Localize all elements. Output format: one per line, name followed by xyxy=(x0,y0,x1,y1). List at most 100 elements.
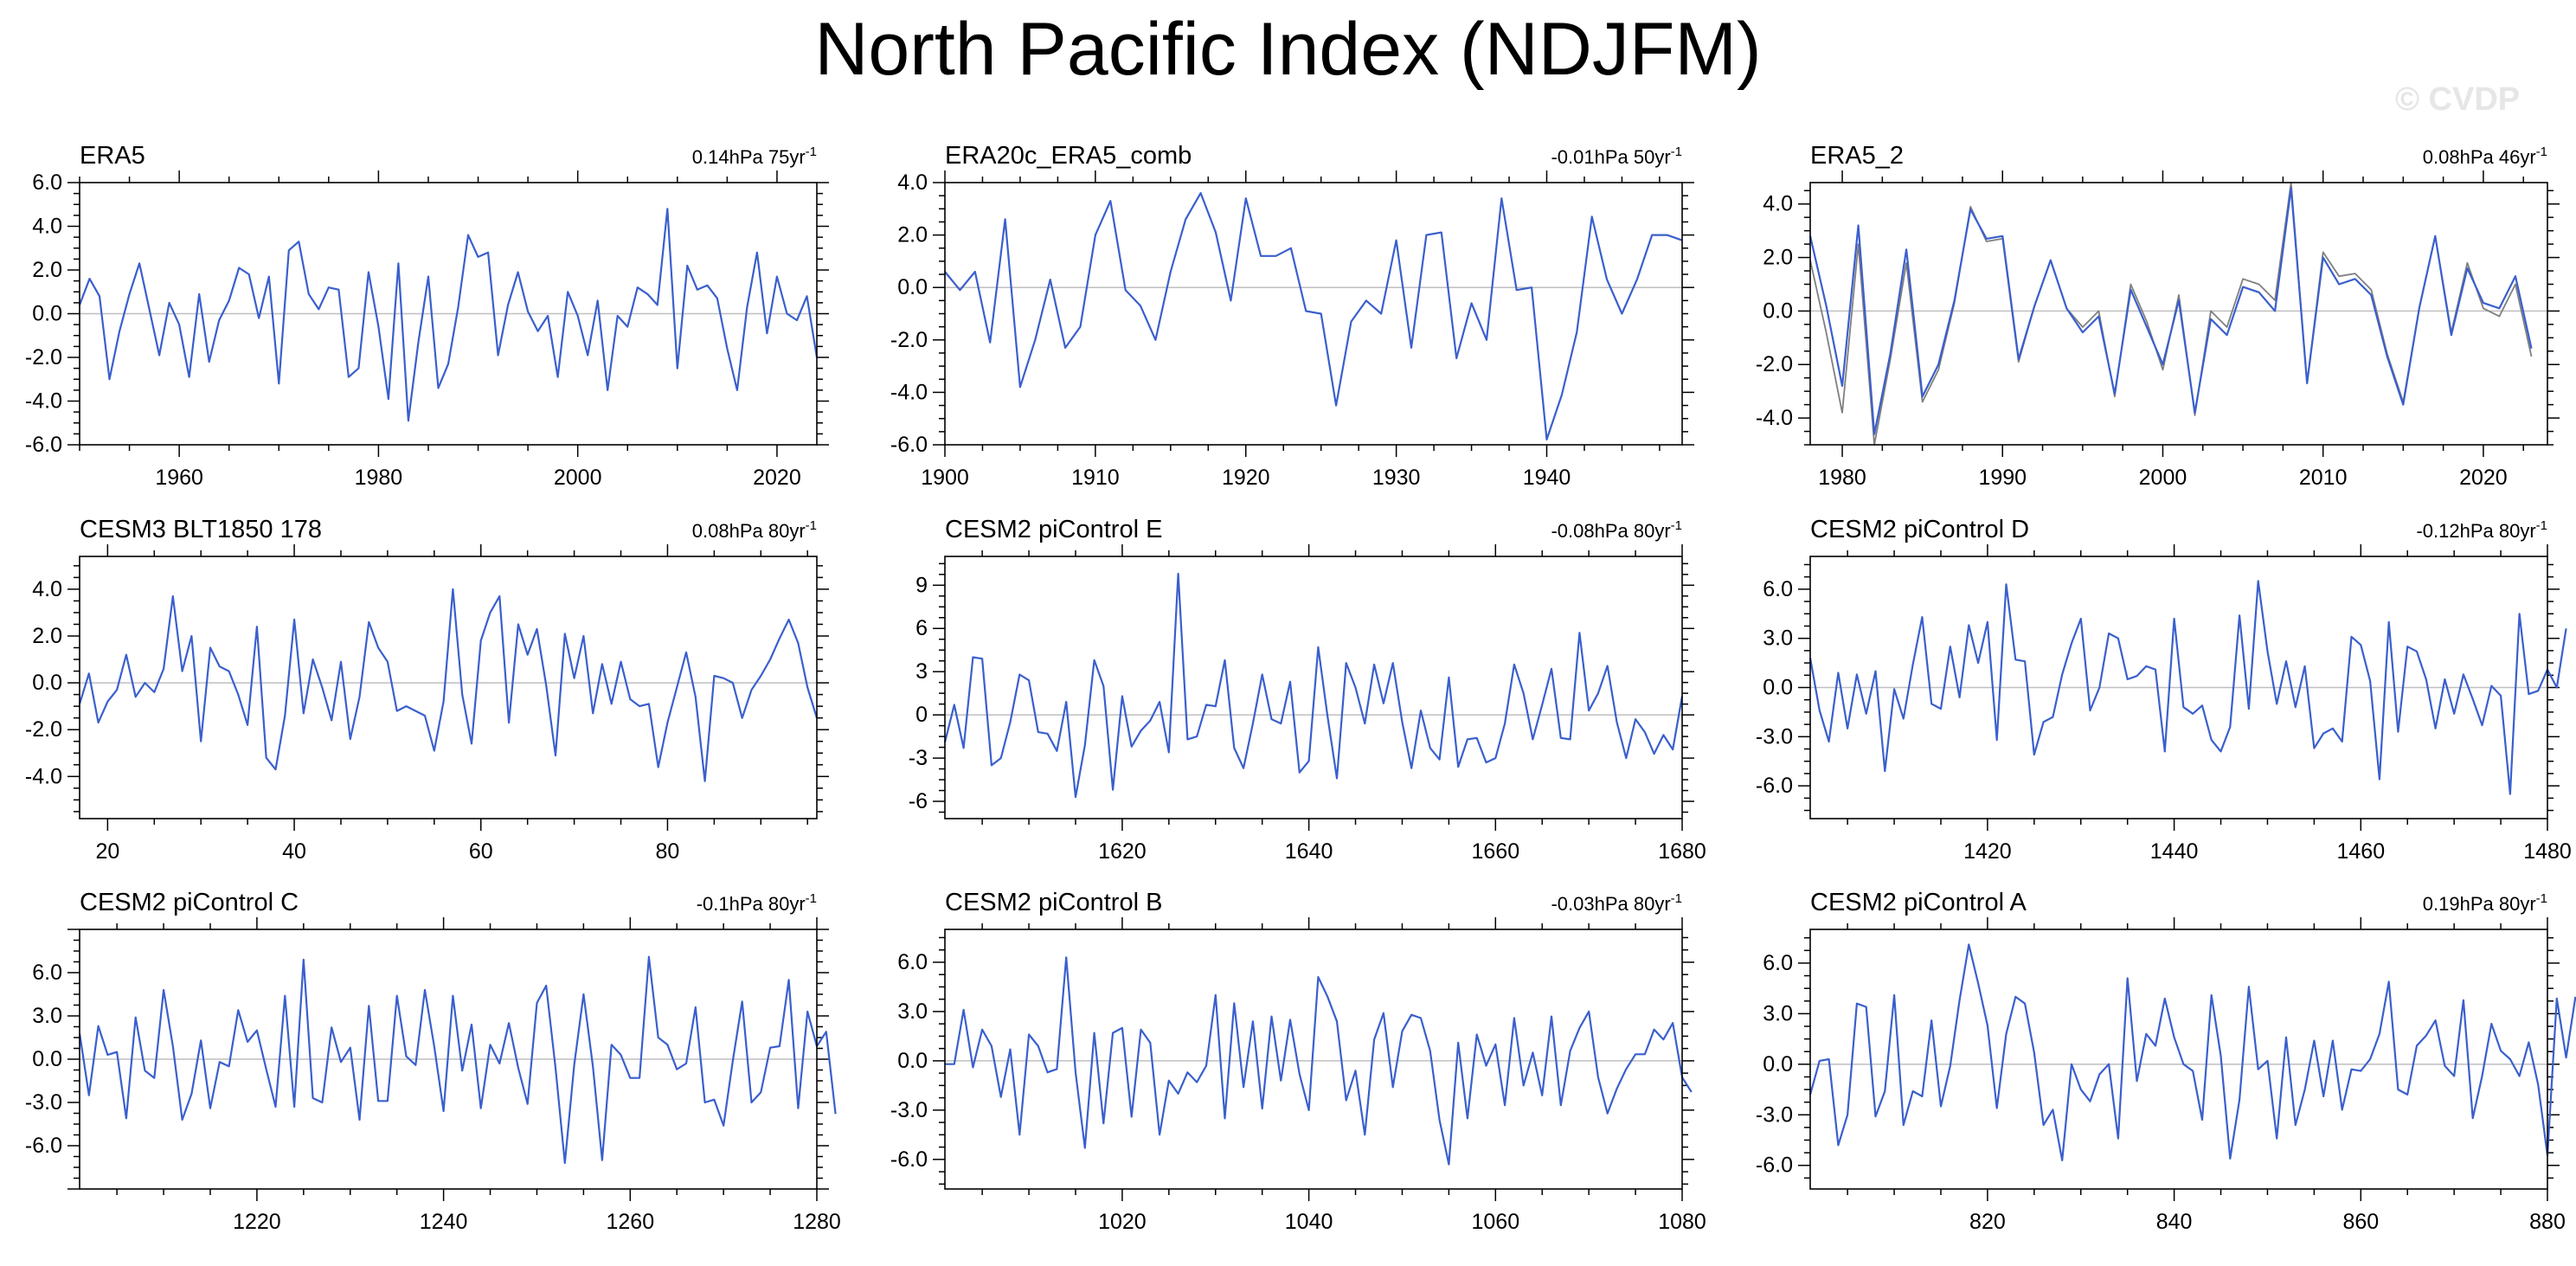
x-tick-label: 880 xyxy=(2529,1210,2566,1234)
series-line-1 xyxy=(78,588,819,782)
x-tick-label: 1990 xyxy=(1978,466,2027,490)
x-tick-label: 1980 xyxy=(355,466,403,490)
y-tick-label: -2.0 xyxy=(890,328,928,352)
y-tick-label: 3.0 xyxy=(1763,1001,1793,1025)
x-tick-label: 1910 xyxy=(1071,466,1120,490)
chart-panel-6: CESM2 piControl D -0.12hPa 80yr-1 6.0 3.0 0.… xyxy=(1756,516,2572,864)
plot-frame xyxy=(79,182,818,446)
x-tick-label: 1220 xyxy=(233,1210,281,1234)
panel-title: CESM2 piControl C xyxy=(80,889,299,916)
trend-annotation: 0.08hPa 46yr-1 xyxy=(2423,145,2547,168)
trend-exponent: -1 xyxy=(1671,518,1682,533)
y-tick-label: 0.0 xyxy=(32,302,62,326)
cvdp-watermark: © CVDP xyxy=(2395,81,2521,118)
trend-value: -0.03hPa 80yr xyxy=(1551,893,1670,915)
y-tick-label: 4.0 xyxy=(32,215,62,239)
y-tick-label: -4.0 xyxy=(25,389,62,414)
x-tick-label: 1240 xyxy=(420,1210,468,1234)
x-tick-label: 1660 xyxy=(1471,839,1519,864)
series-line-1 xyxy=(943,572,1684,799)
x-tick-label: 40 xyxy=(282,839,306,864)
plot-frame xyxy=(944,929,1683,1190)
trend-exponent: -1 xyxy=(2536,145,2547,159)
chart-panel-4: CESM3 BLT1850 178 0.08hPa 80yr-1 4.0 2.0 0.0… xyxy=(25,516,829,864)
y-tick-label: -6.0 xyxy=(25,433,62,457)
x-tick-label: 80 xyxy=(656,839,680,864)
trend-exponent: -1 xyxy=(2536,891,2547,906)
panel-title: CESM2 piControl E xyxy=(945,516,1162,543)
trend-annotation: 0.08hPa 80yr-1 xyxy=(692,518,817,542)
x-tick-label: 60 xyxy=(469,839,493,864)
trend-annotation: -0.01hPa 50yr-1 xyxy=(1551,145,1682,168)
plot-frame xyxy=(79,556,818,819)
y-tick-label: 9 xyxy=(915,573,928,597)
y-tick-label: 6.0 xyxy=(1763,951,1793,975)
y-tick-label: -4.0 xyxy=(25,764,62,788)
series-line-2 xyxy=(1809,182,2533,446)
x-tick-label: 1920 xyxy=(1222,466,1270,490)
series-line-1 xyxy=(78,955,837,1165)
y-tick-label: -6.0 xyxy=(1756,1154,1793,1178)
x-tick-label: 1060 xyxy=(1471,1210,1519,1234)
x-tick-label: 1930 xyxy=(1372,466,1421,490)
y-tick-label: 3 xyxy=(915,659,928,684)
x-tick-label: 2020 xyxy=(753,466,801,490)
y-tick-label: -2.0 xyxy=(25,717,62,742)
series-line-1 xyxy=(78,208,819,422)
trend-value: -0.08hPa 80yr xyxy=(1551,520,1670,542)
plot-frame xyxy=(944,182,1683,446)
x-tick-label: 1620 xyxy=(1098,839,1147,864)
y-tick-label: 0.0 xyxy=(1763,676,1793,700)
plot-frame xyxy=(79,929,818,1190)
trend-value: -0.1hPa 80yr xyxy=(697,893,806,915)
series-line-1 xyxy=(1808,943,2576,1162)
x-tick-label: 1080 xyxy=(1658,1210,1706,1234)
y-tick-label: 4.0 xyxy=(897,170,928,195)
x-tick-label: 840 xyxy=(2156,1210,2193,1234)
y-tick-label: -4.0 xyxy=(890,380,928,404)
y-tick-label: 0.0 xyxy=(897,275,928,299)
panel-title: CESM3 BLT1850 178 xyxy=(80,516,322,543)
y-tick-label: 3.0 xyxy=(1763,627,1793,651)
y-tick-label: -6.0 xyxy=(890,1147,928,1172)
y-tick-label: -6.0 xyxy=(1756,774,1793,798)
trend-value: 0.14hPa 75yr xyxy=(692,146,806,168)
y-tick-label: -3.0 xyxy=(25,1090,62,1115)
trend-value: -0.01hPa 50yr xyxy=(1551,146,1670,168)
trend-exponent: -1 xyxy=(1671,891,1682,906)
trend-value: 0.08hPa 80yr xyxy=(692,520,806,542)
x-tick-label: 1640 xyxy=(1285,839,1333,864)
panel-title: ERA20c_ERA5_comb xyxy=(945,142,1192,170)
x-tick-label: 820 xyxy=(1969,1210,2006,1234)
trend-value: -0.12hPa 80yr xyxy=(2416,520,2535,542)
x-tick-label: 1680 xyxy=(1658,839,1706,864)
chart-panel-8: CESM2 piControl B -0.03hPa 80yr-1 6.0 3.0 0.… xyxy=(890,889,1706,1234)
y-tick-label: 4.0 xyxy=(32,577,62,601)
x-tick-label: 2000 xyxy=(554,466,602,490)
x-tick-label: 1420 xyxy=(1963,839,2012,864)
y-tick-label: 2.0 xyxy=(897,223,928,247)
x-tick-label: 1260 xyxy=(606,1210,654,1234)
x-tick-label: 1280 xyxy=(793,1210,841,1234)
panel-title: ERA5_2 xyxy=(1810,142,1904,170)
panel-title: CESM2 piControl B xyxy=(945,889,1162,916)
x-tick-label: 2000 xyxy=(2139,466,2187,490)
y-tick-label: -3.0 xyxy=(1756,724,1793,749)
plot-frame xyxy=(1809,556,2548,819)
y-tick-label: 6 xyxy=(915,616,928,640)
y-tick-label: 0.0 xyxy=(32,1047,62,1071)
trend-value: 0.08hPa 46yr xyxy=(2423,146,2536,168)
x-tick-label: 860 xyxy=(2342,1210,2379,1234)
x-tick-label: 1040 xyxy=(1285,1210,1333,1234)
y-tick-label: 2.0 xyxy=(32,624,62,648)
y-tick-label: 0.0 xyxy=(32,671,62,695)
chart-panel-3: ERA5_2 0.08hPa 46yr-1 4.0 2.0 0.0 -2.0 -4.0 198… xyxy=(1756,142,2560,490)
trend-exponent: -1 xyxy=(806,518,817,533)
x-tick-label: 1960 xyxy=(155,466,203,490)
y-tick-label: 6.0 xyxy=(897,950,928,974)
y-tick-label: 0.0 xyxy=(1763,299,1793,323)
trend-annotation: -0.1hPa 80yr-1 xyxy=(697,891,817,915)
x-tick-label: 2020 xyxy=(2459,466,2508,490)
y-tick-label: -6.0 xyxy=(890,433,928,457)
trend-annotation: 0.19hPa 80yr-1 xyxy=(2423,891,2547,915)
